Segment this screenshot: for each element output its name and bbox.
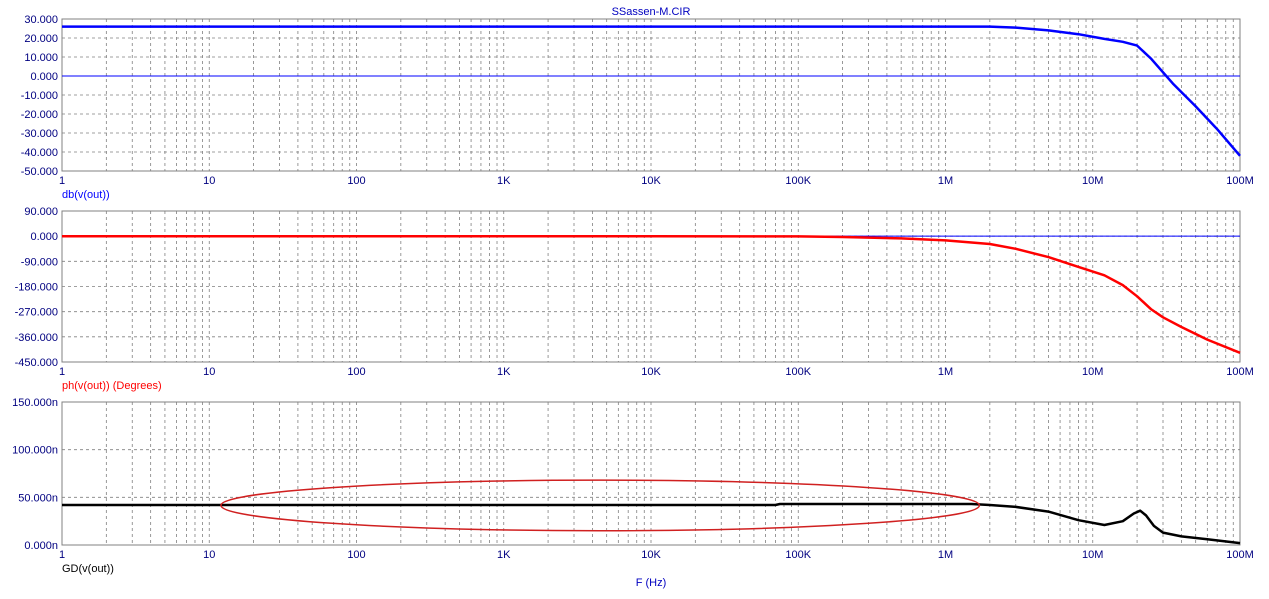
y-tick-label: -30.000 [21,128,58,140]
y-tick-label: -270.000 [15,307,58,319]
series-line [62,25,1241,157]
x-tick-label: 100 [347,175,365,187]
chart-title: SSassen-M.CIR [612,6,691,18]
y-tick-label: 30.000 [24,14,58,26]
x-tick-label: 1M [938,549,953,561]
chart-panels: 30.00020.00010.0000.000-10.000-20.000-30… [12,14,1254,575]
y-tick-label: -450.000 [15,357,58,369]
x-tick-label: 10M [1082,366,1103,378]
x-tick-label: 1K [497,175,511,187]
x-tick-label: 100M [1226,366,1254,378]
x-tick-label: 1M [938,366,953,378]
chart-panel-1: 30.000 20.000 10.000 0.000 -10.000 -20.000 -30… [21,14,1254,201]
y-tick-label: -50.000 [21,166,58,178]
x-tick-label: 1 [59,175,65,187]
chart-panel-2: 90.000 0.000 -90.000 -180.000 -270.000 -360.0… [15,206,1254,392]
y-tick-label: 100.000n [12,445,58,457]
x-tick-label: 10 [203,366,215,378]
x-tick-label: 100 [347,549,365,561]
y-axis-label: ph(v(out)) (Degrees) [62,380,162,392]
y-tick-label: 0.000 [30,231,58,243]
y-tick-label: -40.000 [21,147,58,159]
y-axis-label: GD(v(out)) [62,563,114,575]
y-tick-label: 150.000n [12,397,58,409]
y-tick-label: 10.000 [24,52,58,64]
y-tick-label: -90.000 [21,256,58,268]
x-tick-label: 100 [347,366,365,378]
y-tick-label: 50.000n [18,492,58,504]
y-tick-label: 20.000 [24,33,58,45]
y-tick-label: 0.000 [30,71,58,83]
highlight-ellipse [220,479,981,532]
x-tick-label: 1 [59,366,65,378]
x-tick-label: 100K [785,366,811,378]
x-tick-label: 10K [641,549,661,561]
x-tick-label: 10M [1082,175,1103,187]
series-line [62,234,1241,354]
x-tick-label: 100M [1226,549,1254,561]
y-tick-label: -10.000 [21,90,58,102]
y-tick-label: 0.000n [24,540,58,552]
x-tick-label: 100K [785,175,811,187]
x-tick-label: 1M [938,175,953,187]
y-axis-label: db(v(out)) [62,189,110,201]
y-tick-label: 90.000 [24,206,58,218]
y-tick-label: -180.000 [15,282,58,294]
series-line [62,502,1241,545]
y-tick-label: -360.000 [15,332,58,344]
x-tick-label: 100M [1226,175,1254,187]
x-tick-label: 100K [785,549,811,561]
x-tick-label: 10K [641,366,661,378]
x-tick-label: 10 [203,549,215,561]
x-tick-label: 1K [497,366,511,378]
x-tick-label: 10M [1082,549,1103,561]
x-axis-label: F (Hz) [636,577,667,589]
x-tick-label: 1K [497,549,511,561]
y-tick-label: -20.000 [21,109,58,121]
x-tick-label: 1 [59,549,65,561]
x-tick-label: 10 [203,175,215,187]
x-tick-label: 10K [641,175,661,187]
